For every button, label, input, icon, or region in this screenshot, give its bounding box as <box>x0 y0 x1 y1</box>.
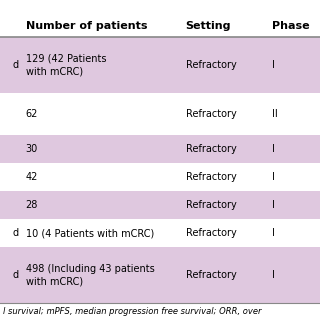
Text: 28: 28 <box>26 200 38 210</box>
Text: I: I <box>272 60 275 70</box>
Text: I: I <box>272 144 275 154</box>
Bar <box>0 37 320 93</box>
Text: l survival; mPFS, median progression free survival; ORR, over: l survival; mPFS, median progression fre… <box>3 307 262 316</box>
Text: 30: 30 <box>26 144 38 154</box>
Text: I: I <box>272 200 275 210</box>
Text: 498 (Including 43 patients
with mCRC): 498 (Including 43 patients with mCRC) <box>26 264 154 286</box>
Text: I: I <box>272 228 275 238</box>
Text: 42: 42 <box>26 172 38 182</box>
Text: 129 (42 Patients
with mCRC): 129 (42 Patients with mCRC) <box>26 54 106 76</box>
Text: I: I <box>272 172 275 182</box>
Text: 62: 62 <box>26 109 38 119</box>
Text: d: d <box>13 60 19 70</box>
Text: Refractory: Refractory <box>186 228 236 238</box>
Text: Phase: Phase <box>272 21 310 31</box>
Bar <box>0 10 320 37</box>
Bar <box>0 93 320 135</box>
Text: Setting: Setting <box>186 21 231 31</box>
Bar <box>0 135 320 163</box>
Text: 10 (4 Patients with mCRC): 10 (4 Patients with mCRC) <box>26 228 154 238</box>
Text: II: II <box>272 109 278 119</box>
Text: Refractory: Refractory <box>186 200 236 210</box>
Text: Refractory: Refractory <box>186 172 236 182</box>
Bar <box>0 163 320 191</box>
Bar <box>0 219 320 247</box>
Text: d: d <box>13 228 19 238</box>
Bar <box>0 191 320 219</box>
Text: Number of patients: Number of patients <box>26 21 147 31</box>
Text: Refractory: Refractory <box>186 270 236 280</box>
Text: I: I <box>272 270 275 280</box>
Text: Refractory: Refractory <box>186 144 236 154</box>
Text: Refractory: Refractory <box>186 60 236 70</box>
Text: Refractory: Refractory <box>186 109 236 119</box>
Bar <box>0 247 320 303</box>
Text: d: d <box>13 270 19 280</box>
